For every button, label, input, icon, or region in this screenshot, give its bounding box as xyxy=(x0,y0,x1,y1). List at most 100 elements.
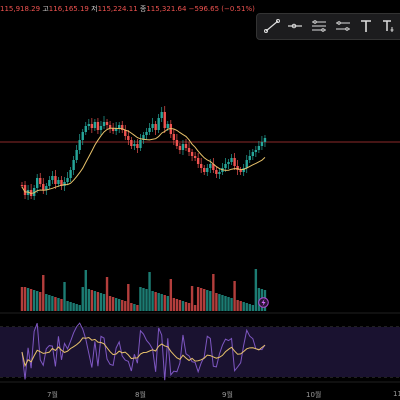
horizontal-ray-button[interactable] xyxy=(284,14,306,39)
parallel-channel-button[interactable] xyxy=(332,14,354,39)
volume-bar xyxy=(136,305,139,311)
volume-bar xyxy=(42,275,45,311)
volume-bar xyxy=(172,298,176,311)
candle-body xyxy=(239,170,242,172)
close-value: 115,321.64 xyxy=(146,5,187,13)
candle-body xyxy=(108,125,112,128)
candle-body xyxy=(32,188,36,196)
volume-bar xyxy=(87,289,91,311)
volume-bar xyxy=(215,293,218,311)
volume-bar xyxy=(221,295,224,311)
candle-body xyxy=(20,185,24,187)
candle-body xyxy=(163,112,166,128)
volume-bar xyxy=(230,298,233,311)
candle-body xyxy=(160,112,163,118)
candle-body xyxy=(145,132,148,135)
volume-bar xyxy=(60,299,63,311)
x-label-nov: 11 xyxy=(393,390,400,398)
candle-body xyxy=(187,148,191,152)
candle-body xyxy=(48,180,51,186)
volume-bar xyxy=(224,296,227,311)
volume-bar xyxy=(175,299,179,311)
change-value: −596.65 (−0.51%) xyxy=(188,5,255,13)
volume-bar xyxy=(90,290,94,311)
volume-bar xyxy=(72,303,75,311)
candle-body xyxy=(203,168,206,172)
candle-body xyxy=(166,124,169,128)
volume-bar xyxy=(190,286,194,311)
candle-body xyxy=(96,122,100,130)
volume-bar xyxy=(163,295,166,311)
candle-body xyxy=(263,138,267,142)
horizontal-ray-icon xyxy=(288,23,302,29)
x-label-jul: 7월 xyxy=(47,391,58,399)
volume-bar xyxy=(181,301,185,311)
candle-body xyxy=(60,180,63,186)
candle-body xyxy=(154,124,157,130)
volume-bar xyxy=(227,297,230,311)
volume-bar xyxy=(184,302,188,311)
volume-bar xyxy=(139,287,142,311)
candle-body xyxy=(257,146,261,150)
volume-bar xyxy=(148,272,151,311)
candle-body xyxy=(69,170,72,178)
text-icon xyxy=(361,20,371,32)
candle-body xyxy=(157,118,160,130)
candle-body xyxy=(172,134,176,140)
candle-body xyxy=(190,152,194,156)
parallel-channel-icon xyxy=(336,21,350,31)
candle-body xyxy=(199,164,203,168)
volume-bar xyxy=(245,303,248,311)
candle-body xyxy=(230,158,233,162)
text-button[interactable] xyxy=(355,14,377,39)
volume-bar xyxy=(145,289,148,311)
candle-body xyxy=(72,160,75,170)
volume-bar xyxy=(78,305,81,311)
candle-body xyxy=(45,186,48,190)
volume-bar xyxy=(154,292,157,311)
ohlc-legend: 115,918.29 고116,165.19 저115,224.11 종115,… xyxy=(0,4,255,14)
fib-retracement-button[interactable] xyxy=(308,14,330,39)
volume-bar xyxy=(157,293,160,311)
volume-bar xyxy=(93,291,97,311)
candle-body xyxy=(130,140,133,146)
volume-bar xyxy=(26,288,30,311)
candle-body xyxy=(111,128,115,131)
drawing-toolbar xyxy=(256,13,400,40)
timeline-event-icon[interactable] xyxy=(258,297,269,308)
volume-bar xyxy=(233,281,236,311)
volume-bar xyxy=(63,282,66,311)
volume-bar xyxy=(35,291,39,311)
trend-line-button[interactable] xyxy=(261,14,283,39)
volume-bar xyxy=(51,296,54,311)
x-label-aug: 8월 xyxy=(135,391,146,399)
candle-body xyxy=(260,142,264,146)
candle-body xyxy=(66,178,69,182)
volume-bar xyxy=(199,288,203,311)
volume-bar xyxy=(251,305,255,311)
volume-bar xyxy=(54,297,57,311)
candle-body xyxy=(206,168,209,172)
volume-bar xyxy=(257,288,261,311)
candle-body xyxy=(42,184,45,190)
candle-body xyxy=(151,124,154,128)
volume-bar xyxy=(75,304,78,311)
candle-body xyxy=(39,178,42,184)
moving-average-line xyxy=(21,127,266,195)
volume-bar xyxy=(84,270,87,311)
candle-body xyxy=(233,158,236,166)
low-value: 115,224.11 xyxy=(97,5,138,13)
candle-body xyxy=(23,185,27,195)
candle-body xyxy=(193,156,197,158)
anchored-text-button[interactable] xyxy=(378,14,400,39)
candle-body xyxy=(102,122,106,126)
high-key: 고 xyxy=(42,5,49,13)
candle-body xyxy=(248,156,251,160)
candle-body xyxy=(184,144,188,148)
volume-bar xyxy=(124,301,127,311)
candle-body xyxy=(63,182,66,186)
rsi-line xyxy=(21,322,266,381)
volume-bar xyxy=(130,303,133,311)
open-value: 115,918.29 xyxy=(0,5,41,13)
